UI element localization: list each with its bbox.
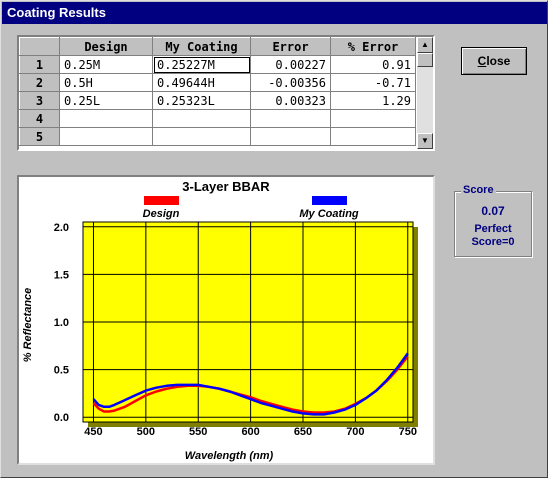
cell-error[interactable]: 0.00323 <box>250 91 331 110</box>
reflectance-chart: 450 500 550 600 650 700 750 0.0 0.5 1.0 1.5 2.0 3-L… <box>22 179 418 462</box>
results-table: Design My Coating Error % Error 1 0.25M … <box>19 37 416 146</box>
x-tick-label: 600 <box>241 426 259 438</box>
x-tick-label: 750 <box>399 426 417 438</box>
legend-coating-swatch <box>312 196 347 205</box>
table-row: 3 0.25L 0.25323L 0.00323 1.29 <box>19 91 416 110</box>
cell-error[interactable]: 0.00227 <box>250 55 331 74</box>
y-tick-label: 0.0 <box>54 412 69 424</box>
cell-pct-error[interactable]: 0.91 <box>330 55 416 74</box>
column-header-design[interactable]: Design <box>59 37 153 56</box>
chart-title: 3-Layer BBAR <box>182 179 270 194</box>
close-button[interactable]: Close <box>461 47 527 75</box>
y-tick-label: 2.0 <box>54 222 69 234</box>
table-row: 5 <box>19 127 416 146</box>
x-tick-label: 700 <box>346 426 364 438</box>
table-header-row: Design My Coating Error % Error <box>19 37 416 56</box>
y-tick-label: 1.5 <box>54 269 69 281</box>
y-axis-label: % Reflectance <box>22 288 34 363</box>
cell-pct-error[interactable] <box>330 109 416 128</box>
legend-design-label: Design <box>143 208 180 220</box>
cell-design[interactable] <box>59 109 153 128</box>
cell-error[interactable]: -0.00356 <box>250 73 331 92</box>
data-series <box>92 352 409 416</box>
tick-labels: 450 500 550 600 650 700 750 0.0 0.5 1.0 1.5 2.0 <box>54 222 417 438</box>
close-button-accelerator: C <box>477 54 487 68</box>
perfect-score-note: Perfect Score=0 <box>455 223 531 249</box>
row-number[interactable]: 3 <box>19 91 60 110</box>
cell-pct-error[interactable]: 1.29 <box>330 91 416 110</box>
column-header-my-coating[interactable]: My Coating <box>152 37 251 56</box>
row-number[interactable]: 1 <box>19 55 60 74</box>
y-tick-label: 0.5 <box>54 365 69 377</box>
table-row: 1 0.25M 0.25227M 0.00227 0.91 <box>19 55 416 74</box>
cell-pct-error[interactable]: -0.71 <box>330 73 416 92</box>
score-group: Score 0.07 Perfect Score=0 <box>454 184 532 257</box>
scroll-thumb[interactable] <box>417 53 433 67</box>
column-header-error[interactable]: Error <box>250 37 331 56</box>
cell-coating[interactable] <box>152 127 251 146</box>
legend-design-swatch <box>144 196 179 205</box>
x-axis-label: Wavelength (nm) <box>185 450 274 462</box>
row-number[interactable]: 4 <box>19 109 60 128</box>
scroll-up-arrow-icon[interactable]: ▲ <box>417 37 433 53</box>
grid-vertical-scrollbar[interactable]: ▲ ▼ <box>417 37 433 149</box>
cell-error[interactable] <box>250 127 331 146</box>
row-number[interactable]: 5 <box>19 127 60 146</box>
table-row: 2 0.5H 0.49644H -0.00356 -0.71 <box>19 73 416 92</box>
cell-coating[interactable]: 0.49644H <box>152 73 251 92</box>
scroll-down-arrow-icon[interactable]: ▼ <box>417 133 433 149</box>
cell-coating[interactable] <box>152 109 251 128</box>
legend-coating-label: My Coating <box>299 208 359 220</box>
perfect-line-2: Score=0 <box>471 236 515 248</box>
results-grid[interactable]: Design My Coating Error % Error 1 0.25M … <box>17 35 435 151</box>
score-title: Score <box>461 184 496 196</box>
x-tick-label: 550 <box>189 426 207 438</box>
cell-coating[interactable]: 0.25323L <box>152 91 251 110</box>
x-tick-label: 450 <box>84 426 102 438</box>
close-button-label: lose <box>486 54 511 68</box>
cell-design[interactable]: 0.25M <box>59 55 153 74</box>
x-tick-label: 650 <box>294 426 312 438</box>
cell-design[interactable]: 0.5H <box>59 73 153 92</box>
corner-cell <box>19 37 60 56</box>
cell-error[interactable] <box>250 109 331 128</box>
cell-design[interactable]: 0.25L <box>59 91 153 110</box>
perfect-line-1: Perfect <box>474 223 512 235</box>
score-value: 0.07 <box>481 204 505 218</box>
row-number[interactable]: 2 <box>19 73 60 92</box>
table-row: 4 <box>19 109 416 128</box>
grid-lines <box>83 222 413 422</box>
my-coating-series-line <box>92 352 409 416</box>
x-tick-label: 500 <box>137 426 155 438</box>
y-tick-label: 1.0 <box>54 317 69 329</box>
cell-pct-error[interactable] <box>330 127 416 146</box>
cell-design[interactable] <box>59 127 153 146</box>
cell-coating[interactable]: 0.25227M <box>152 55 251 74</box>
column-header-pct-error[interactable]: % Error <box>330 37 416 56</box>
reflectance-chart-panel: 450 500 550 600 650 700 750 0.0 0.5 1.0 1.5 2.0 3-L… <box>17 175 435 465</box>
window-title: Coating Results <box>2 2 547 24</box>
